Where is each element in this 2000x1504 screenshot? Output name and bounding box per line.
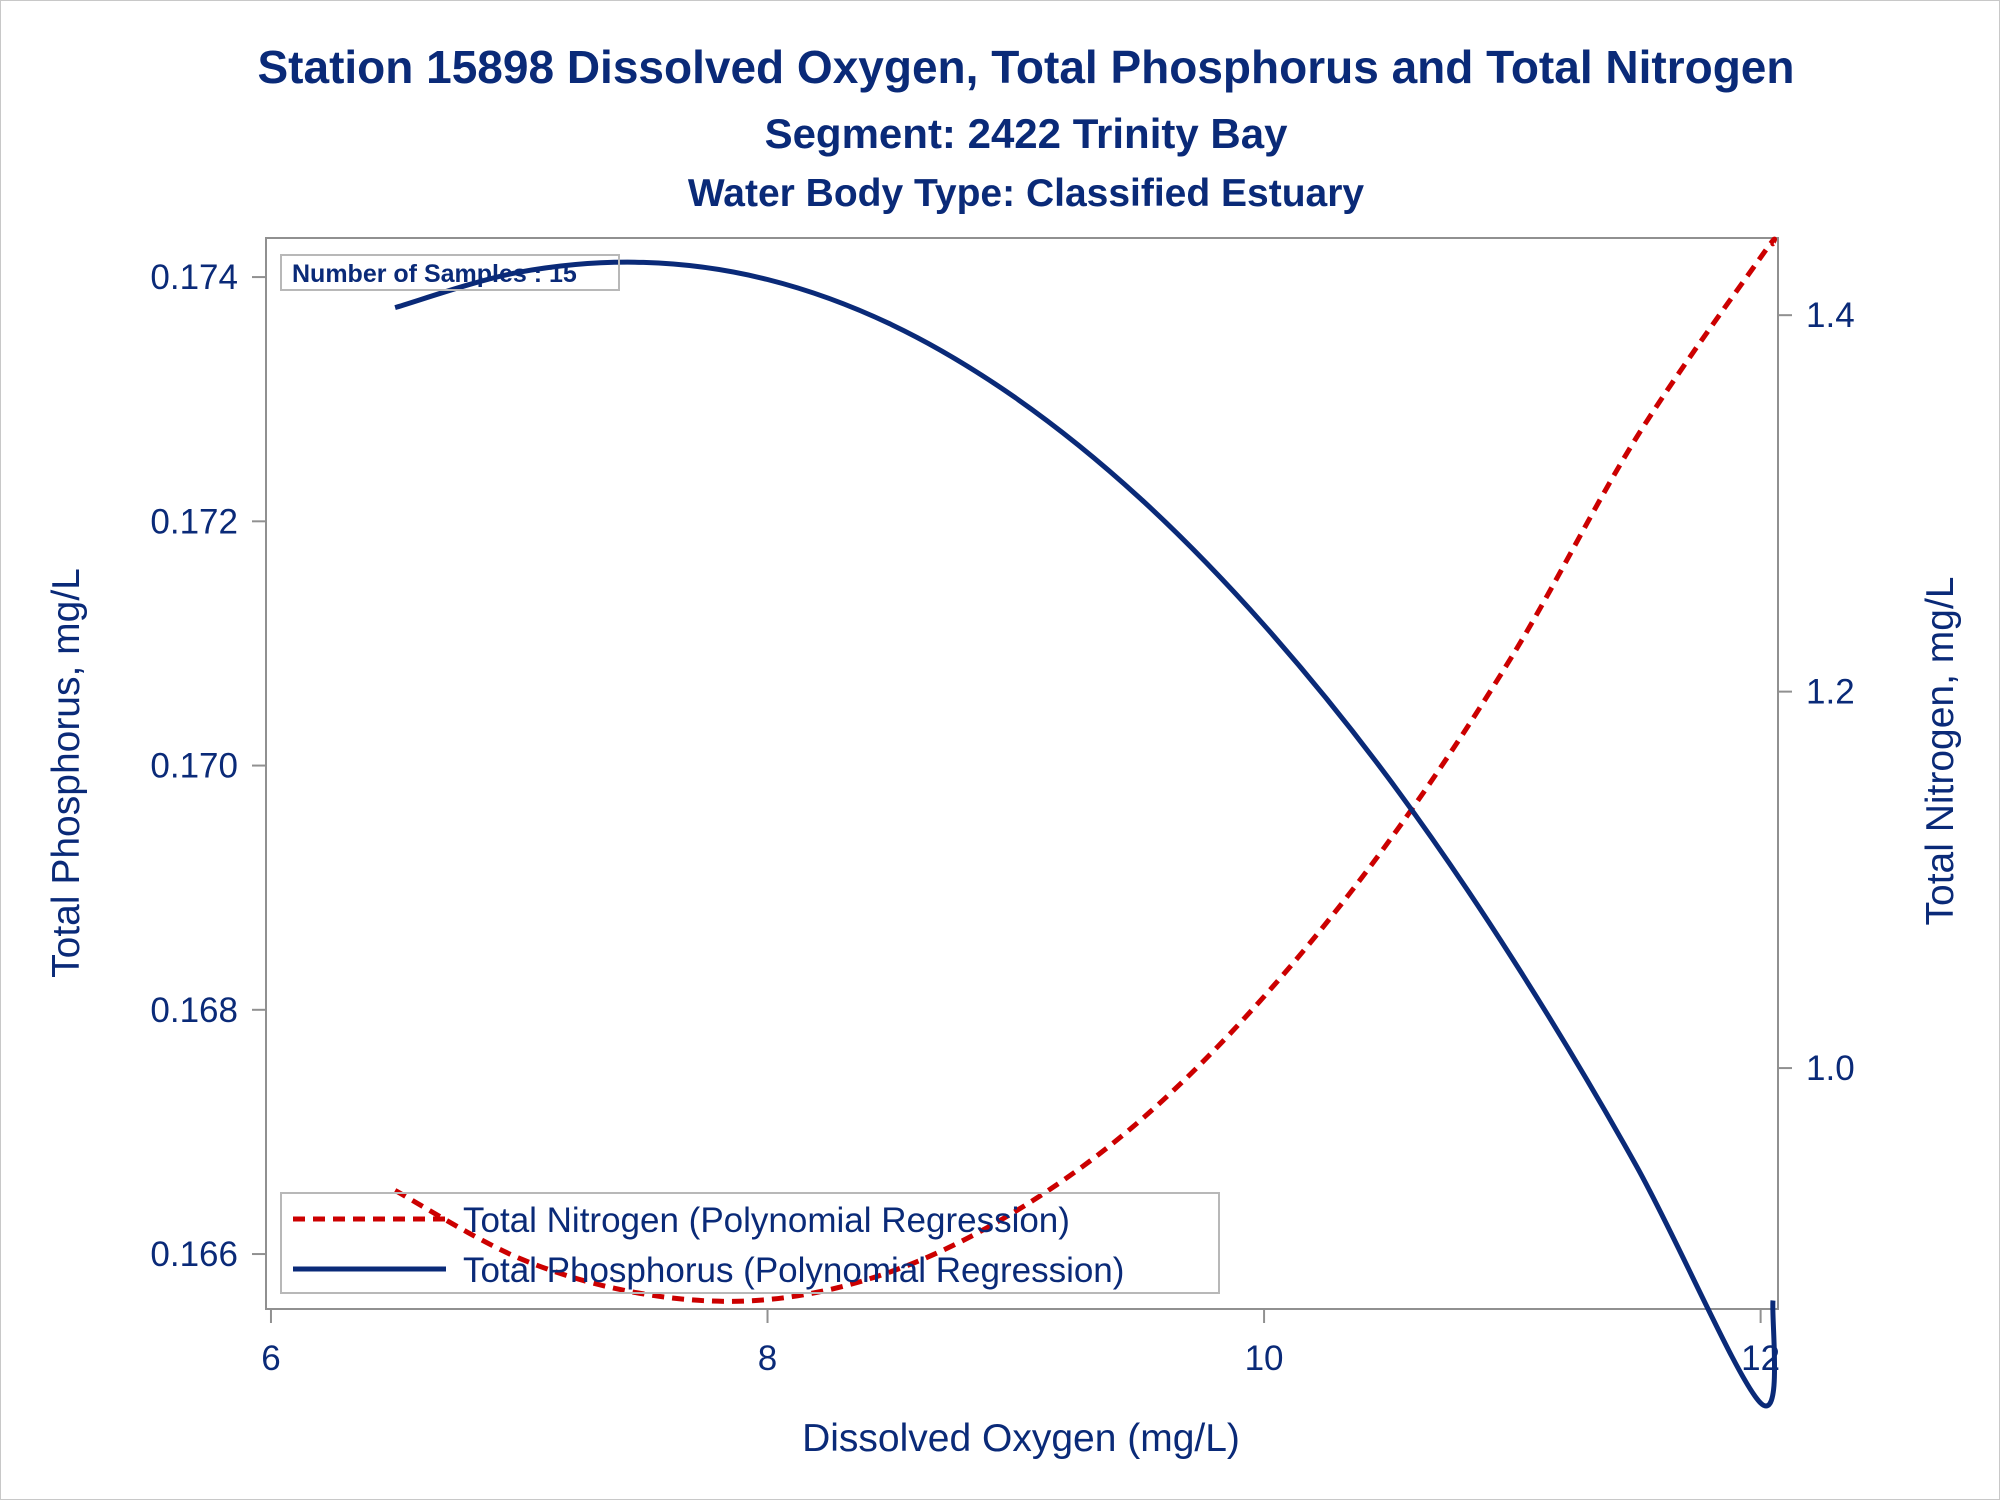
series-layer [393,236,1778,1409]
plot-area [265,237,1779,1310]
sample-count-annotation: Number of Samples : 15 [292,260,577,288]
legend-label-phosphorus: Total Phosphorus (Polynomial Regression) [463,1251,1124,1290]
legend: Total Nitrogen (Polynomial Regression) T… [280,1192,1220,1294]
y-axis-right: 1.0 1.2 1.4 [1778,296,1855,1088]
y-left-tick-label: 0.174 [150,258,238,297]
chart-subtitle: Segment: 2422 Trinity Bay [765,110,1289,157]
y-axis-left: 0.166 0.168 0.170 0.172 0.174 [150,258,266,1274]
x-tick-label: 10 [1245,1339,1284,1378]
x-tick-label: 6 [261,1339,280,1378]
y-right-tick-label: 1.0 [1806,1049,1855,1088]
y-right-tick-label: 1.2 [1806,673,1855,712]
x-axis-title: Dissolved Oxygen (mg/L) [802,1417,1240,1460]
sample-count-box: Number of Samples : 15 [280,254,620,291]
chart-title: Station 15898 Dissolved Oxygen, Total Ph… [257,41,1794,93]
nitrogen-regression-line [393,236,1778,1304]
y-right-tick-label: 1.4 [1806,296,1855,335]
chart-subtitle-2: Water Body Type: Classified Estuary [688,172,1364,215]
x-tick-label: 8 [758,1339,777,1378]
sample-count-frame [280,254,620,291]
x-axis: 6 8 10 12 [261,1309,1780,1378]
legend-frame [280,1192,1220,1294]
y-axis-left-title: Total Phosphorus, mg/L [45,568,88,978]
y-left-tick-label: 0.170 [150,747,238,786]
legend-label-nitrogen: Total Nitrogen (Polynomial Regression) [463,1201,1070,1240]
y-left-tick-label: 0.168 [150,991,238,1030]
y-axis-right-title: Total Nitrogen, mg/L [1919,576,1962,925]
y-left-tick-label: 0.166 [150,1235,238,1274]
phosphorus-regression-line [394,259,1778,1409]
y-left-tick-label: 0.172 [150,502,238,541]
